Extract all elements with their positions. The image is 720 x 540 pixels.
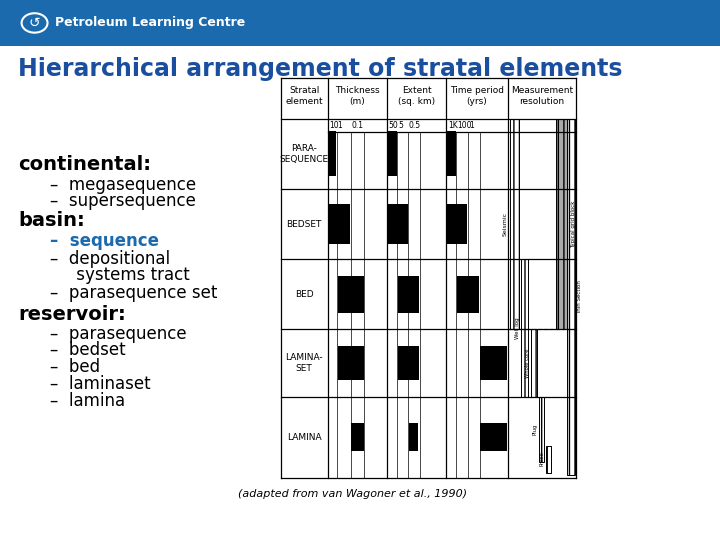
Bar (338, 276, 364, 313)
Bar (480, 346, 507, 380)
Bar (480, 423, 507, 451)
Bar (546, 446, 551, 472)
Text: Typical grid block: Typical grid block (572, 200, 576, 248)
Text: reservoir:: reservoir: (18, 305, 126, 324)
Bar (556, 119, 567, 329)
Text: Stratal
element: Stratal element (285, 86, 323, 105)
Bar (351, 423, 364, 451)
Text: systems tract: systems tract (50, 266, 190, 285)
Text: continental:: continental: (18, 155, 151, 174)
Text: (adapted from van Wagoner et al., 1990): (adapted from van Wagoner et al., 1990) (238, 489, 467, 499)
Bar (388, 131, 397, 177)
Bar (521, 259, 528, 397)
Text: –  bedset: – bedset (50, 341, 126, 360)
Text: PARA-
SEQUENCE: PARA- SEQUENCE (279, 144, 329, 164)
Bar (338, 346, 364, 380)
Text: LAMINA: LAMINA (287, 433, 322, 442)
Text: Hierarchical arrangement of stratal elements: Hierarchical arrangement of stratal elem… (18, 57, 623, 80)
Bar (510, 119, 519, 329)
Bar (567, 119, 575, 475)
Text: 0.5: 0.5 (409, 121, 421, 130)
Bar (457, 276, 479, 313)
Text: –  depositional: – depositional (50, 250, 171, 268)
Bar (447, 205, 467, 244)
Text: –  laminaset: – laminaset (50, 375, 151, 393)
Text: Probe: Probe (540, 451, 544, 467)
Bar (539, 397, 544, 462)
Text: 100: 100 (457, 121, 472, 130)
Text: Measurement
resolution: Measurement resolution (510, 86, 573, 105)
Bar (447, 131, 456, 177)
Bar (398, 276, 419, 313)
Text: –  bed: – bed (50, 358, 101, 376)
Text: Extent
(sq. km): Extent (sq. km) (398, 86, 436, 105)
Bar (328, 205, 350, 244)
Text: 0.1: 0.1 (351, 121, 364, 130)
Text: –  supersequence: – supersequence (50, 192, 197, 211)
Text: –  sequence: – sequence (50, 232, 159, 250)
Bar (409, 423, 418, 451)
Text: Time period
(yrs): Time period (yrs) (450, 86, 504, 105)
Text: 5: 5 (398, 121, 403, 130)
Text: 1: 1 (469, 121, 474, 130)
Text: Thin Section: Thin Section (577, 280, 582, 314)
Bar (328, 131, 336, 177)
Bar (531, 329, 537, 397)
Bar (398, 346, 419, 380)
Text: –  megasequence: – megasequence (50, 176, 197, 194)
Text: LAMINA-
SET: LAMINA- SET (285, 354, 323, 373)
Text: Whole core: Whole core (525, 348, 529, 378)
Text: ↺: ↺ (29, 16, 40, 30)
Text: 50: 50 (389, 121, 399, 130)
Text: BEDSET: BEDSET (287, 220, 322, 228)
Bar (0, 0, 720, 46)
Text: Well log: Well log (516, 317, 520, 339)
Text: –  lamina: – lamina (50, 392, 125, 410)
Text: 1: 1 (338, 121, 343, 130)
Text: BED: BED (295, 290, 313, 299)
Text: 10: 10 (329, 121, 338, 130)
Text: Thickness
(m): Thickness (m) (336, 86, 379, 105)
Text: Petroleum Learning Centre: Petroleum Learning Centre (55, 16, 245, 30)
Bar (388, 205, 408, 244)
Text: –  parasequence set: – parasequence set (50, 284, 217, 302)
Text: 1K: 1K (448, 121, 458, 130)
Text: basin:: basin: (18, 211, 85, 231)
Text: Plug: Plug (533, 423, 537, 435)
Text: Seismic: Seismic (503, 212, 508, 236)
Text: –  parasequence: – parasequence (50, 325, 187, 343)
